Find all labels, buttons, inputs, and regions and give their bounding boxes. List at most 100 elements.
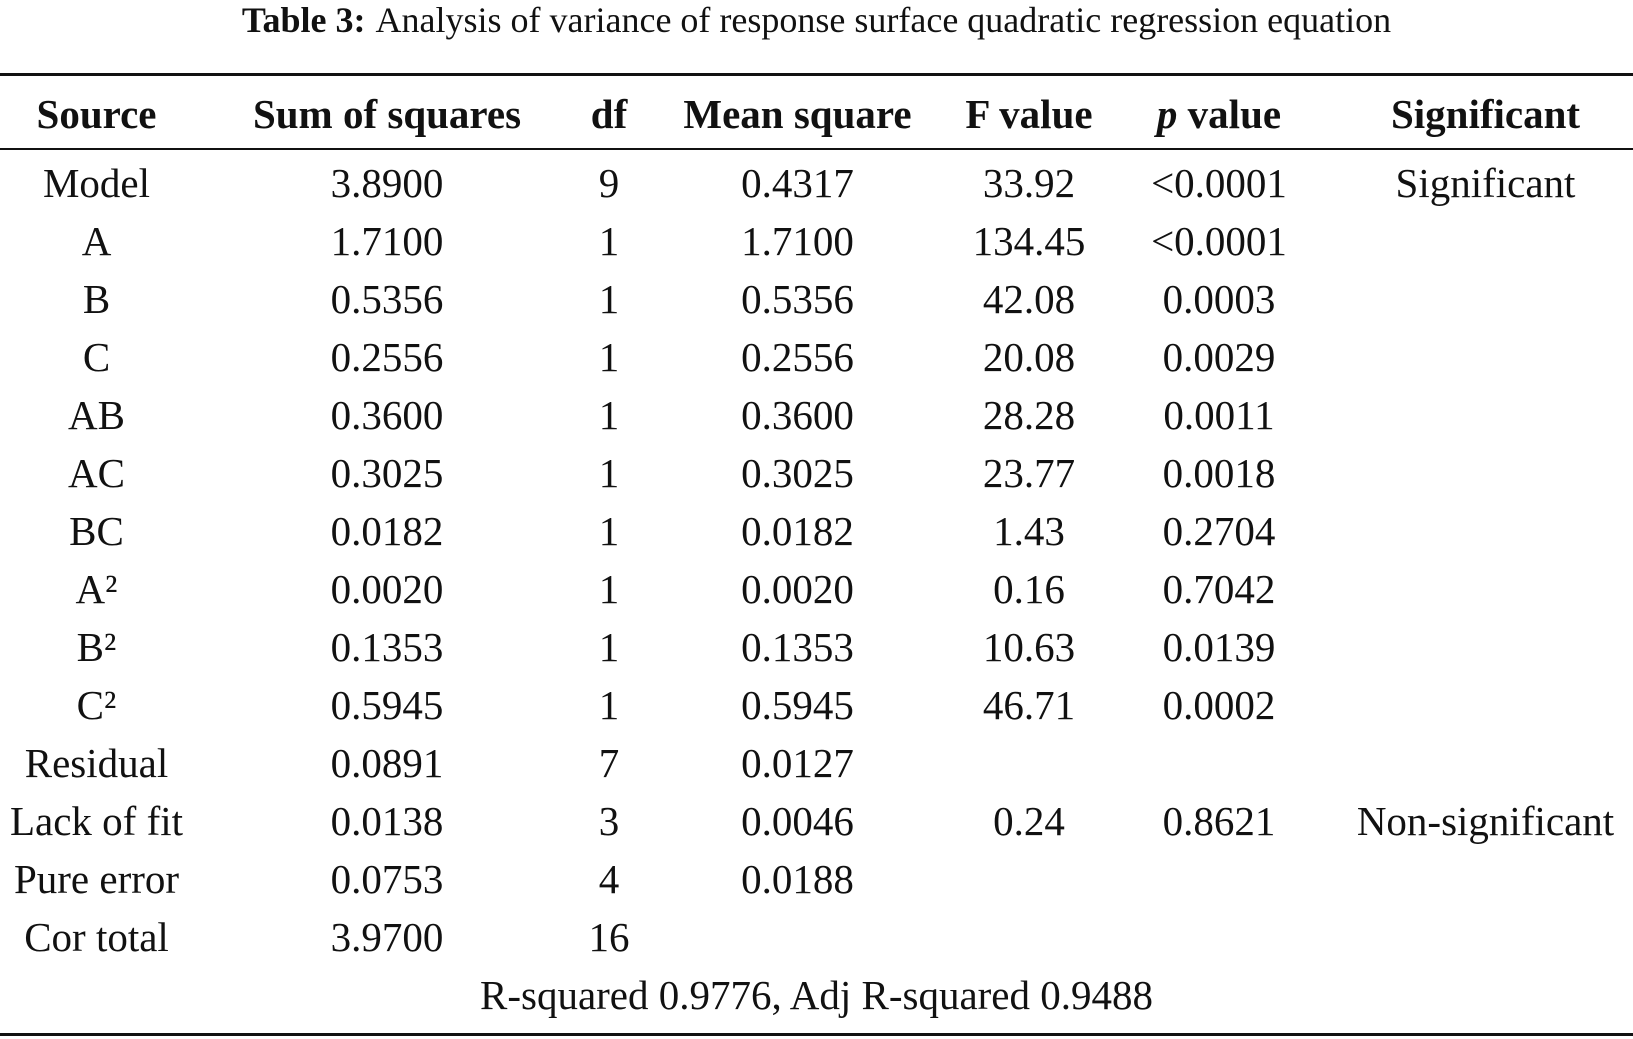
cell-f-value bbox=[958, 850, 1100, 908]
cell-significant bbox=[1338, 212, 1633, 270]
cell-f-value: 0.16 bbox=[993, 566, 1065, 612]
table-row: C² 0.5945 1 0.5945 46.71 0.0002 bbox=[0, 676, 1633, 734]
table-row: A² 0.0020 1 0.0020 0.16 0.7042 bbox=[0, 560, 1633, 618]
cell-f-value: 23.77 bbox=[982, 450, 1076, 496]
cell-source: B bbox=[82, 276, 111, 322]
cell-sum-of-squares: 0.5945 bbox=[330, 682, 444, 728]
cell-p-value: 0.8621 bbox=[1162, 798, 1276, 844]
cell-f-value bbox=[958, 908, 1100, 966]
cell-p-value bbox=[1100, 850, 1338, 908]
anova-table: Source Sum of squares df Mean square F v… bbox=[0, 78, 1633, 1024]
header-rule bbox=[0, 148, 1633, 150]
cell-df: 1 bbox=[598, 682, 620, 728]
cell-significant bbox=[1338, 850, 1633, 908]
cell-source: C² bbox=[76, 682, 117, 728]
cell-sum-of-squares: 0.0182 bbox=[330, 508, 444, 554]
cell-df: 4 bbox=[598, 856, 620, 902]
table-row: A 1.7100 1 1.7100 134.45 <0.0001 bbox=[0, 212, 1633, 270]
header-mean-square: Mean square bbox=[683, 91, 912, 137]
cell-sum-of-squares: 0.2556 bbox=[330, 334, 444, 380]
table-row: B 0.5356 1 0.5356 42.08 0.0003 bbox=[0, 270, 1633, 328]
table-row: Model 3.8900 9 0.4317 33.92 <0.0001 Significan… bbox=[0, 150, 1633, 212]
cell-p-value: 0.7042 bbox=[1162, 566, 1276, 612]
cell-significant bbox=[1338, 560, 1633, 618]
cell-p-value: <0.0001 bbox=[1151, 160, 1287, 206]
cell-df: 7 bbox=[598, 740, 620, 786]
cell-sum-of-squares: 1.7100 bbox=[330, 218, 444, 264]
cell-significant bbox=[1338, 444, 1633, 502]
cell-mean-square: 0.0046 bbox=[741, 798, 854, 844]
cell-source: Lack of fit bbox=[9, 798, 184, 844]
cell-source: A bbox=[81, 218, 112, 264]
cell-p-value: 0.0003 bbox=[1162, 276, 1276, 322]
cell-df: 9 bbox=[598, 160, 620, 206]
cell-significant bbox=[1338, 270, 1633, 328]
cell-p-value bbox=[1100, 908, 1338, 966]
cell-mean-square: 0.1353 bbox=[741, 624, 854, 670]
cell-sum-of-squares: 0.5356 bbox=[330, 276, 444, 322]
cell-sum-of-squares: 0.0138 bbox=[330, 798, 444, 844]
cell-significant bbox=[1338, 676, 1633, 734]
cell-mean-square: 0.4317 bbox=[741, 160, 854, 206]
cell-df: 1 bbox=[598, 218, 620, 264]
cell-sum-of-squares: 0.0020 bbox=[330, 566, 444, 612]
table-row: Pure error 0.0753 4 0.0188 bbox=[0, 850, 1633, 908]
cell-df: 1 bbox=[598, 334, 620, 380]
table-row: B² 0.1353 1 0.1353 10.63 0.0139 bbox=[0, 618, 1633, 676]
cell-sum-of-squares: 3.8900 bbox=[330, 160, 444, 206]
cell-p-value: <0.0001 bbox=[1151, 218, 1287, 264]
cell-df: 3 bbox=[598, 798, 620, 844]
cell-f-value bbox=[958, 734, 1100, 792]
cell-f-value: 10.63 bbox=[982, 624, 1076, 670]
cell-mean-square: 0.0020 bbox=[741, 566, 854, 612]
cell-source: C bbox=[82, 334, 111, 380]
cell-source: Pure error bbox=[13, 856, 180, 902]
cell-df: 1 bbox=[598, 276, 620, 322]
cell-mean-square: 0.2556 bbox=[741, 334, 854, 380]
cell-source: Cor total bbox=[24, 914, 169, 960]
cell-p-value: 0.2704 bbox=[1162, 508, 1276, 554]
header-row: Source Sum of squares df Mean square F v… bbox=[0, 78, 1633, 150]
cell-significant bbox=[1338, 328, 1633, 386]
header-df: df bbox=[590, 91, 628, 137]
cell-mean-square bbox=[637, 908, 958, 966]
table-row: C 0.2556 1 0.2556 20.08 0.0029 bbox=[0, 328, 1633, 386]
cell-mean-square: 0.3600 bbox=[741, 392, 854, 438]
top-rule bbox=[0, 73, 1633, 76]
cell-significant bbox=[1338, 618, 1633, 676]
cell-source: AC bbox=[68, 450, 125, 496]
cell-sum-of-squares: 0.3025 bbox=[330, 450, 444, 496]
cell-mean-square: 0.0127 bbox=[741, 740, 854, 786]
cell-f-value: 28.28 bbox=[982, 392, 1076, 438]
cell-sum-of-squares: 3.9700 bbox=[330, 914, 444, 960]
cell-significant: Non-significant bbox=[1356, 798, 1615, 844]
cell-significant bbox=[1338, 734, 1633, 792]
table-body: Model 3.8900 9 0.4317 33.92 <0.0001 Significan… bbox=[0, 150, 1633, 1024]
cell-p-value: 0.0029 bbox=[1162, 334, 1276, 380]
cell-f-value: 33.92 bbox=[982, 160, 1076, 206]
cell-source: Residual bbox=[24, 740, 169, 786]
header-p-value: p value bbox=[1100, 78, 1338, 150]
footer-row: R-squared 0.9776, Adj R-squared 0.9488 bbox=[0, 966, 1633, 1024]
cell-df: 1 bbox=[598, 624, 620, 670]
cell-df: 1 bbox=[598, 392, 620, 438]
cell-mean-square: 1.7100 bbox=[741, 218, 854, 264]
cell-f-value: 0.24 bbox=[993, 798, 1065, 844]
cell-df: 1 bbox=[598, 508, 620, 554]
model-fit-summary: R-squared 0.9776, Adj R-squared 0.9488 bbox=[480, 972, 1153, 1018]
caption-text: Analysis of variance of response surface… bbox=[375, 0, 1392, 40]
cell-sum-of-squares: 0.3600 bbox=[330, 392, 444, 438]
table-row: BC 0.0182 1 0.0182 1.43 0.2704 bbox=[0, 502, 1633, 560]
cell-significant: Significant bbox=[1395, 160, 1576, 206]
cell-p-value: 0.0011 bbox=[1163, 392, 1275, 438]
cell-p-value: 0.0018 bbox=[1162, 450, 1276, 496]
cell-mean-square: 0.5356 bbox=[741, 276, 854, 322]
header-f-value: F value bbox=[965, 91, 1093, 137]
cell-p-value bbox=[1100, 734, 1338, 792]
cell-source: Model bbox=[42, 160, 151, 206]
cell-f-value: 1.43 bbox=[993, 508, 1065, 554]
cell-p-value: 0.0002 bbox=[1162, 682, 1276, 728]
cell-f-value: 134.45 bbox=[972, 218, 1086, 264]
cell-significant bbox=[1338, 908, 1633, 966]
cell-sum-of-squares: 0.0891 bbox=[330, 740, 444, 786]
